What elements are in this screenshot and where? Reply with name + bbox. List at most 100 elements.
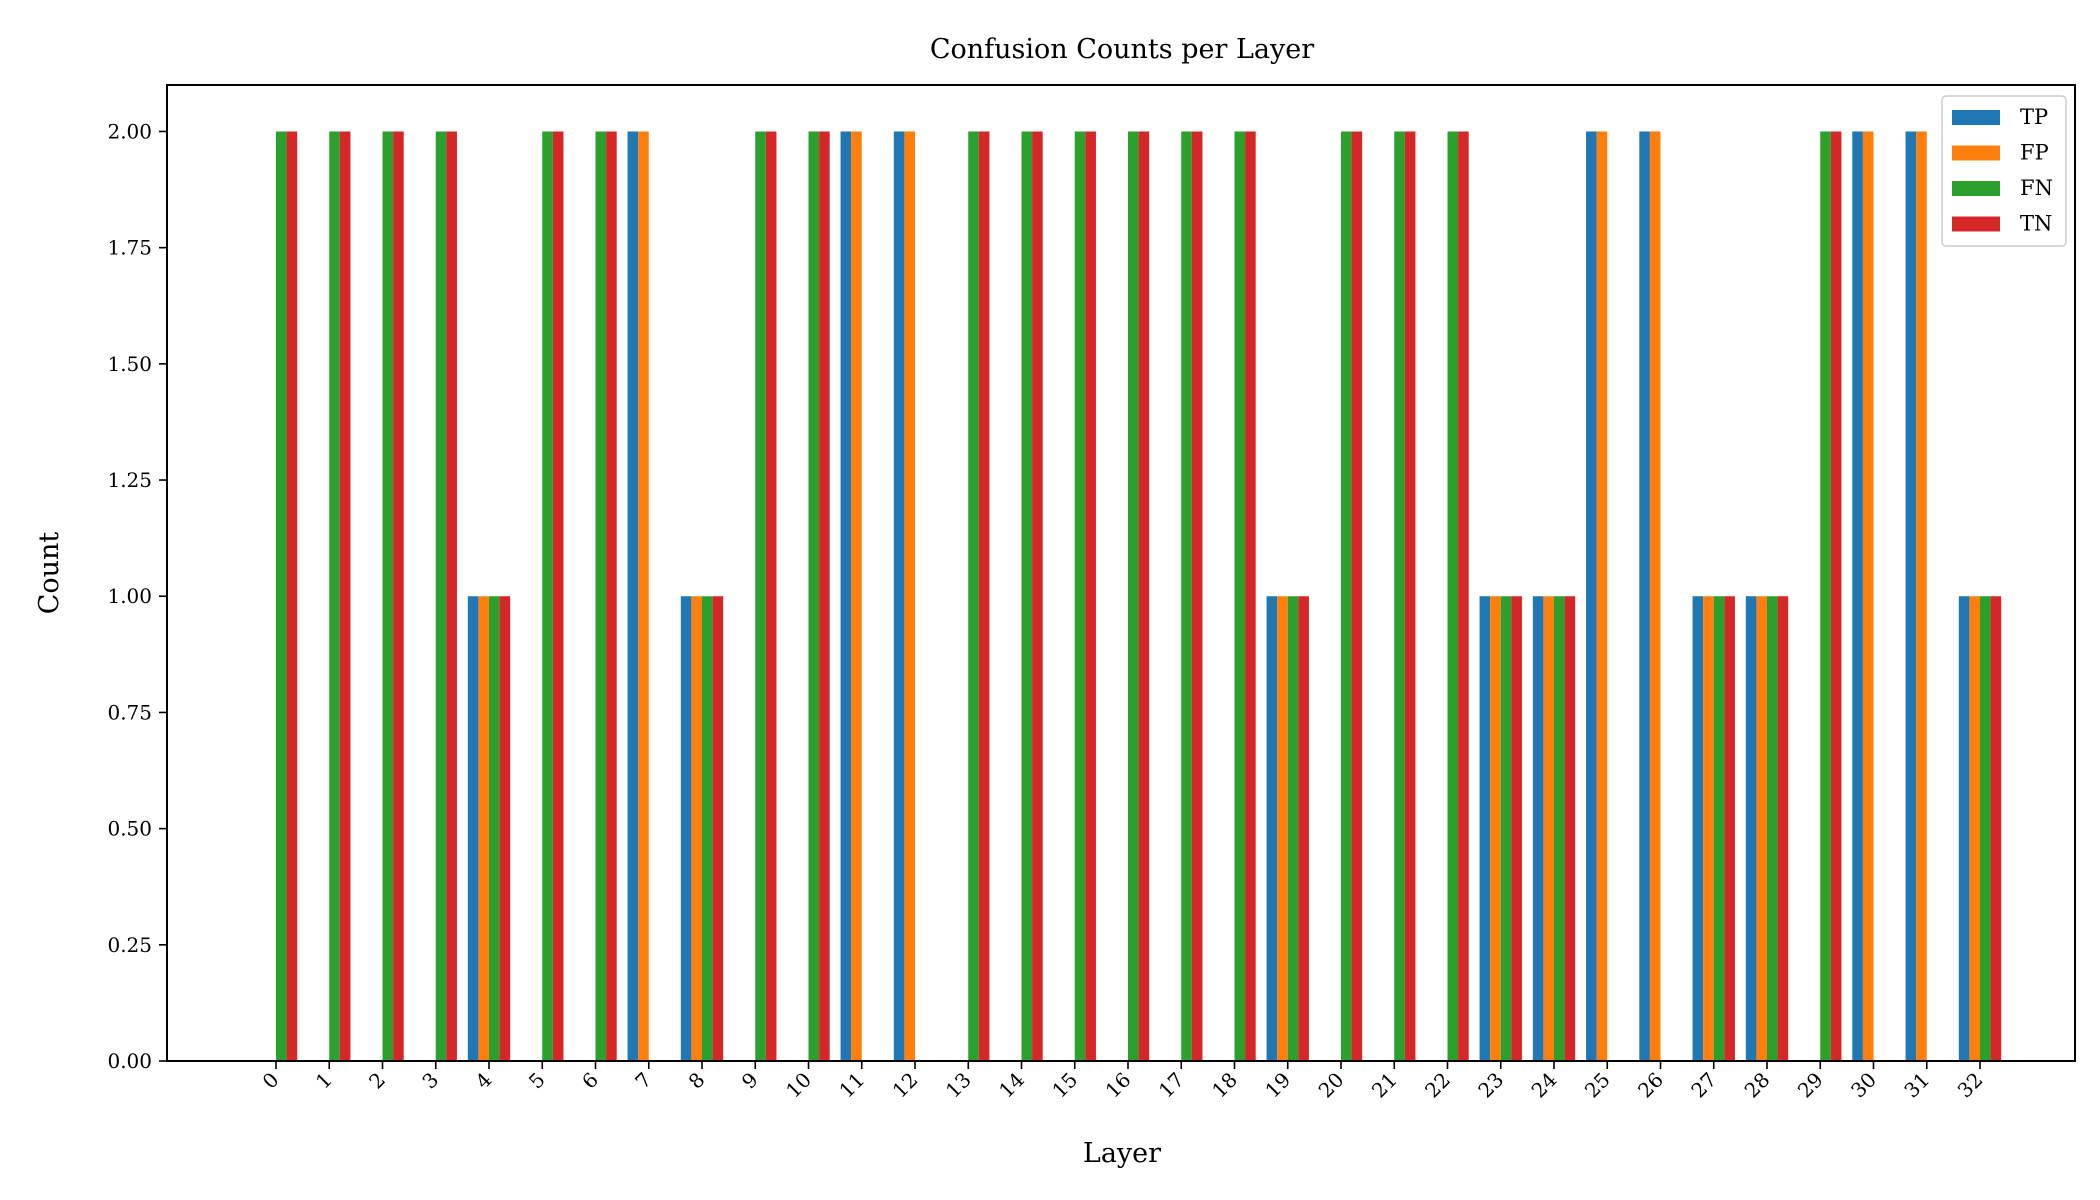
bar-layer-1-tn	[339, 131, 351, 1062]
x-tick-label-5: 5	[524, 1068, 550, 1094]
bar-layer-25-tp	[1586, 131, 1597, 1062]
bar-layer-8-fp	[691, 596, 702, 1061]
bar-layer-29-fn	[1820, 131, 1831, 1062]
legend-label-fn: FN	[2020, 176, 2053, 200]
x-tick-label-21: 21	[1367, 1068, 1402, 1103]
legend-label-tp: TP	[2020, 105, 2048, 129]
bar-layer-18-tn	[1245, 131, 1256, 1062]
x-tick-label-3: 3	[417, 1068, 443, 1094]
bar-layer-18-fn	[1234, 131, 1246, 1062]
bar-layer-8-fn	[702, 596, 713, 1061]
bar-layer-30-fp	[1862, 131, 1874, 1062]
bar-layer-20-fn	[1341, 131, 1352, 1062]
x-tick-label-31: 31	[1899, 1068, 1934, 1103]
bar-layer-19-fp	[1277, 596, 1288, 1061]
x-tick-label-18: 18	[1207, 1068, 1242, 1103]
x-tick-label-32: 32	[1953, 1068, 1988, 1103]
bar-layer-7-tp	[627, 131, 639, 1062]
bar-layer-3-fn	[435, 131, 447, 1062]
bar-layer-24-fp	[1543, 596, 1554, 1061]
bar-layer-32-tn	[1990, 596, 2002, 1061]
bar-layer-4-tn	[499, 596, 511, 1061]
x-tick-label-24: 24	[1527, 1068, 1562, 1103]
bar-layer-2-fn	[382, 131, 394, 1062]
bar-layer-10-tn	[819, 131, 830, 1062]
y-tick-label-1.75: 1.75	[107, 236, 152, 260]
y-tick-label-0.00: 0.00	[107, 1049, 152, 1073]
y-tick-label-0.50: 0.50	[107, 817, 152, 841]
legend-swatch-tp	[1952, 110, 2000, 125]
legend: TP FP FN TN	[1941, 95, 2067, 247]
bar-layer-31-tp	[1905, 131, 1917, 1062]
bar-layer-8-tn	[712, 596, 724, 1061]
x-tick-label-17: 17	[1154, 1068, 1189, 1103]
bar-layer-14-fn	[1021, 131, 1033, 1062]
legend-swatch-fp	[1952, 145, 2000, 161]
x-tick-label-8: 8	[684, 1068, 710, 1094]
y-tick-label-1.25: 1.25	[107, 468, 152, 492]
bar-layer-8-tp	[680, 596, 692, 1061]
bar-layer-5-fn	[542, 131, 553, 1062]
legend-swatch-fn	[1952, 181, 2000, 196]
bar-layer-27-fn	[1713, 596, 1725, 1061]
bar-layer-19-fn	[1287, 596, 1299, 1061]
x-tick-label-27: 27	[1686, 1068, 1721, 1103]
bar-layer-24-tn	[1564, 596, 1576, 1061]
x-tick-label-15: 15	[1047, 1068, 1082, 1103]
bar-layer-13-tn	[978, 131, 990, 1062]
x-tick-label-14: 14	[994, 1068, 1029, 1103]
bar-layer-23-tn	[1511, 596, 1522, 1061]
x-tick-label-10: 10	[781, 1068, 816, 1103]
legend-swatch-tn	[1952, 216, 2000, 232]
legend-label-fp: FP	[2020, 141, 2049, 165]
chart-title: Confusion Counts per Layer	[930, 34, 1314, 65]
bar-layer-13-fn	[968, 131, 979, 1062]
x-tick-label-28: 28	[1740, 1068, 1775, 1103]
bar-layer-17-fn	[1181, 131, 1192, 1062]
bar-layer-30-tp	[1852, 131, 1863, 1062]
bar-layer-15-fn	[1074, 131, 1086, 1062]
x-tick-label-29: 29	[1793, 1068, 1828, 1103]
bar-layer-22-tn	[1458, 131, 1469, 1062]
bar-layer-32-fp	[1969, 596, 1980, 1061]
bar-layer-9-tn	[765, 131, 777, 1062]
y-axis-label: Count	[34, 532, 65, 615]
x-tick-label-7: 7	[630, 1068, 656, 1094]
bar-layer-25-fp	[1596, 131, 1608, 1062]
y-tick-label-1.00: 1.00	[107, 584, 152, 608]
bar-layer-10-fn	[808, 131, 820, 1062]
bar-layer-12-fp	[904, 131, 915, 1062]
y-tick-label-2.00: 2.00	[107, 119, 152, 143]
x-tick-label-12: 12	[888, 1068, 923, 1103]
bar-layer-28-tp	[1745, 596, 1757, 1061]
bar-layer-4-fn	[489, 596, 500, 1061]
bar-layer-28-tn	[1777, 596, 1789, 1061]
bar-layer-28-fn	[1767, 596, 1778, 1061]
bar-layer-20-tn	[1351, 131, 1363, 1062]
bar-layer-11-tp	[840, 131, 852, 1062]
y-tick-label-0.75: 0.75	[107, 700, 152, 724]
bar-layer-4-fp	[478, 596, 489, 1061]
y-tick-label-1.50: 1.50	[107, 352, 152, 376]
plot-frame	[166, 84, 2076, 1062]
bar-layer-2-tn	[393, 131, 404, 1062]
bar-layer-27-tn	[1724, 596, 1735, 1061]
bar-layer-23-fn	[1500, 596, 1512, 1061]
x-tick-label-4: 4	[471, 1068, 497, 1094]
bar-layer-28-fp	[1756, 596, 1767, 1061]
bar-layer-16-tn	[1138, 131, 1150, 1062]
x-tick-label-19: 19	[1260, 1068, 1295, 1103]
bar-layer-11-fp	[851, 131, 862, 1062]
bar-layer-31-fp	[1916, 131, 1927, 1062]
x-tick-label-6: 6	[577, 1068, 603, 1094]
bar-layer-5-tn	[552, 131, 564, 1062]
x-tick-label-16: 16	[1101, 1068, 1136, 1103]
y-axis: 0.00 0.25 0.50 0.75 1.00 1.25 1.50 1.75 2.00	[107, 119, 167, 1073]
x-tick-label-1: 1	[311, 1068, 337, 1094]
bar-layer-29-tn	[1830, 131, 1842, 1062]
legend-label-tn: TN	[2020, 212, 2052, 236]
bar-layer-6-tn	[606, 131, 617, 1062]
x-tick-label-9: 9	[737, 1068, 763, 1094]
x-tick-label-25: 25	[1580, 1068, 1615, 1103]
bar-layer-12-tp	[893, 131, 905, 1062]
